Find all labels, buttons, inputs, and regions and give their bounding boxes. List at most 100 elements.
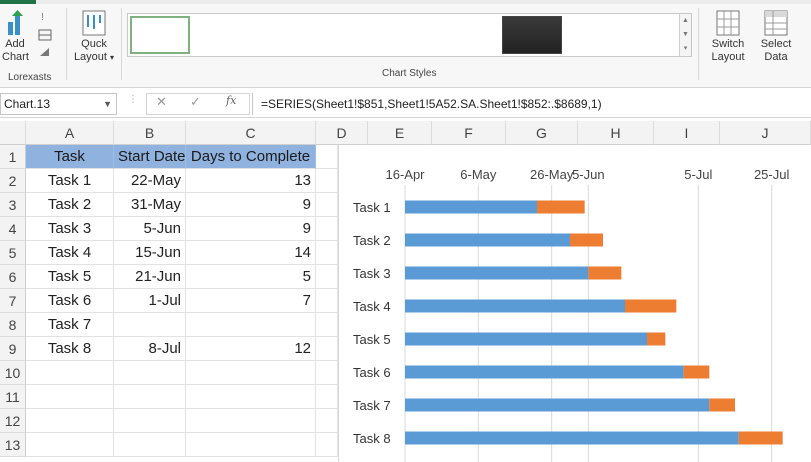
quick-layout-button[interactable]: Quck Layout ▾ <box>72 10 116 64</box>
row-header[interactable]: 9 <box>0 337 26 361</box>
ribbon: Add Chart ! Lorexasts Quck Layout ▾ ▲ ▼ … <box>0 0 811 88</box>
column-header[interactable]: I <box>654 121 720 145</box>
data-cell[interactable]: 31-May <box>114 193 186 217</box>
start-date-bar <box>405 233 570 247</box>
data-cell[interactable]: 21-Jun <box>114 265 186 289</box>
column-header[interactable]: H <box>578 121 654 145</box>
chart-style-thumbnail-dark[interactable] <box>502 16 562 54</box>
column-header[interactable]: J <box>720 121 811 145</box>
empty-cell[interactable] <box>186 433 316 457</box>
cancel-icon[interactable]: ✕ <box>156 94 167 109</box>
data-cell[interactable]: Task 6 <box>26 289 114 313</box>
x-tick-label: 26-May <box>530 167 574 182</box>
row-header[interactable]: 3 <box>0 193 26 217</box>
add-chart-element-button[interactable]: Add Chart <box>2 10 29 64</box>
gantt-chart[interactable]: 16-Apr 6-May 26-May 5-Jun 5-Jul 25-Jul Task 1 T… <box>338 145 811 462</box>
data-cell[interactable]: 14 <box>186 241 316 265</box>
switch-row-column-button[interactable]: Switch Layout <box>706 10 750 64</box>
data-cell[interactable] <box>114 313 186 337</box>
data-cell[interactable]: Task 7 <box>26 313 114 337</box>
empty-cell[interactable] <box>186 409 316 433</box>
data-cell[interactable]: 22-May <box>114 169 186 193</box>
name-box[interactable]: Chart.13 ▼ <box>0 93 117 115</box>
header-cell[interactable]: Start Date <box>114 145 186 169</box>
row-header[interactable]: 10 <box>0 361 26 385</box>
data-cell[interactable]: 9 <box>186 193 316 217</box>
row-header[interactable]: 12 <box>0 409 26 433</box>
row-header[interactable]: 7 <box>0 289 26 313</box>
empty-cell[interactable] <box>316 193 338 217</box>
data-cell[interactable]: 12 <box>186 337 316 361</box>
empty-cell[interactable] <box>316 313 338 337</box>
chart-element-small-buttons[interactable]: ! <box>34 8 56 68</box>
select-all-corner[interactable] <box>0 121 26 145</box>
empty-cell[interactable] <box>316 217 338 241</box>
data-cell[interactable]: Task 5 <box>26 265 114 289</box>
data-cell[interactable]: Task 3 <box>26 217 114 241</box>
column-header[interactable]: B <box>114 121 186 145</box>
category-label: Task 8 <box>353 431 391 446</box>
empty-cell[interactable] <box>316 433 338 457</box>
gallery-up-icon[interactable]: ▲ <box>682 17 689 24</box>
gallery-down-icon[interactable]: ▼ <box>682 31 689 38</box>
empty-cell[interactable] <box>316 289 338 313</box>
empty-cell[interactable] <box>114 385 186 409</box>
formula-bar: Chart.13 ▼ ⋮ ✕ ✓ fx =SERIES(Sheet1!$851,… <box>0 90 811 118</box>
data-cell[interactable]: 15-Jun <box>114 241 186 265</box>
empty-cell[interactable] <box>316 361 338 385</box>
data-cell[interactable]: 5 <box>186 265 316 289</box>
chevron-down-icon[interactable]: ▼ <box>103 99 112 109</box>
data-cell[interactable]: 13 <box>186 169 316 193</box>
empty-cell[interactable] <box>26 409 114 433</box>
chart-styles-gallery[interactable]: ▲ ▼ ▾ <box>127 13 692 57</box>
column-header[interactable]: C <box>186 121 316 145</box>
data-cell[interactable]: 8-Jul <box>114 337 186 361</box>
data-cell[interactable]: 7 <box>186 289 316 313</box>
column-header[interactable]: D <box>316 121 368 145</box>
data-cell[interactable]: Task 4 <box>26 241 114 265</box>
formula-input[interactable]: =SERIES(Sheet1!$851,Sheet1!5A52.SA.Sheet… <box>252 93 811 115</box>
empty-cell[interactable] <box>186 361 316 385</box>
row-header[interactable]: 1 <box>0 145 26 169</box>
empty-cell[interactable] <box>316 409 338 433</box>
select-data-button[interactable]: Select Data <box>756 10 796 64</box>
row-header[interactable]: 11 <box>0 385 26 409</box>
row-header[interactable]: 2 <box>0 169 26 193</box>
row-header[interactable]: 4 <box>0 217 26 241</box>
empty-cell[interactable] <box>114 361 186 385</box>
gallery-more-icon[interactable]: ▾ <box>683 45 688 52</box>
empty-cell[interactable] <box>114 409 186 433</box>
empty-cell[interactable] <box>26 361 114 385</box>
gallery-scrollbar[interactable]: ▲ ▼ ▾ <box>679 14 691 56</box>
enter-check-icon[interactable]: ✓ <box>190 94 201 109</box>
data-cell[interactable]: Task 8 <box>26 337 114 361</box>
header-cell[interactable]: Days to Complete <box>186 145 316 169</box>
empty-cell[interactable] <box>316 241 338 265</box>
data-cell[interactable]: Task 2 <box>26 193 114 217</box>
data-cell[interactable]: 1-Jul <box>114 289 186 313</box>
column-header[interactable]: G <box>506 121 578 145</box>
insert-function-icon[interactable]: fx <box>226 94 237 107</box>
empty-cell[interactable] <box>186 385 316 409</box>
column-header[interactable]: A <box>26 121 114 145</box>
empty-cell[interactable] <box>316 385 338 409</box>
row-header[interactable]: 13 <box>0 433 26 457</box>
chart-style-thumbnail-selected[interactable] <box>130 16 190 54</box>
empty-cell[interactable] <box>316 169 338 193</box>
empty-cell[interactable] <box>114 433 186 457</box>
header-cell[interactable]: Task <box>26 145 114 169</box>
row-header[interactable]: 6 <box>0 265 26 289</box>
data-cell[interactable] <box>186 313 316 337</box>
data-cell[interactable]: Task 1 <box>26 169 114 193</box>
row-header[interactable]: 5 <box>0 241 26 265</box>
empty-cell[interactable] <box>26 385 114 409</box>
column-header[interactable]: F <box>432 121 506 145</box>
empty-cell[interactable] <box>316 145 338 169</box>
data-cell[interactable]: 9 <box>186 217 316 241</box>
column-header[interactable]: E <box>368 121 432 145</box>
data-cell[interactable]: 5-Jun <box>114 217 186 241</box>
empty-cell[interactable] <box>316 265 338 289</box>
empty-cell[interactable] <box>26 433 114 457</box>
row-header[interactable]: 8 <box>0 313 26 337</box>
empty-cell[interactable] <box>316 337 338 361</box>
